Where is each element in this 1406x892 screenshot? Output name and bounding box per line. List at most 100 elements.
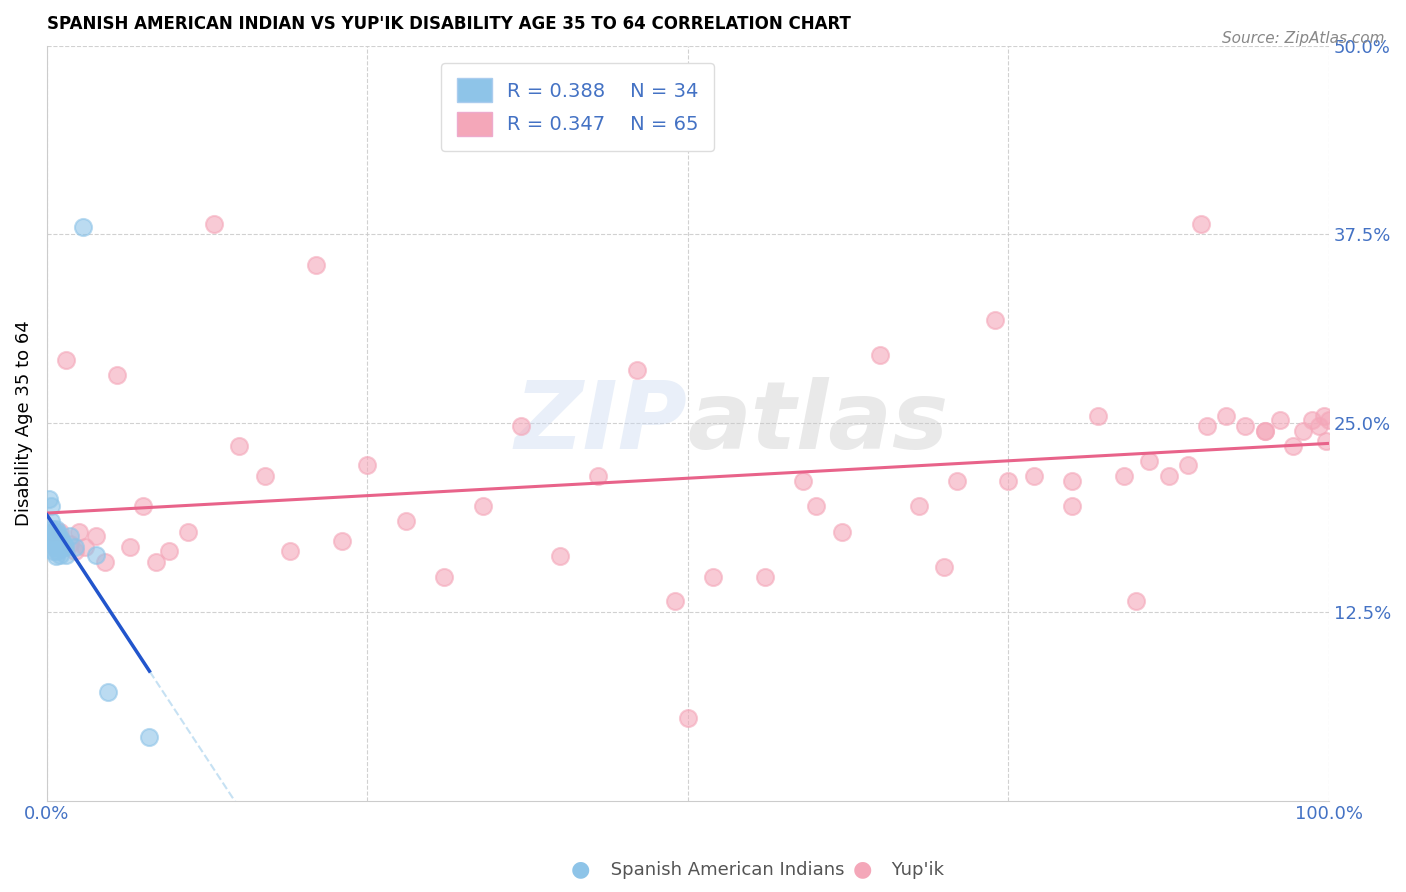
- Point: [157, 544, 180, 558]
- Point: [51, 541, 73, 556]
- Legend: R = 0.388    N = 34, R = 0.347    N = 65: R = 0.388 N = 34, R = 0.347 N = 65: [441, 63, 714, 152]
- Point: [831, 524, 853, 539]
- Text: Spanish American Indians: Spanish American Indians: [605, 861, 844, 879]
- Text: atlas: atlas: [688, 377, 949, 469]
- Point: [433, 570, 456, 584]
- Point: [1112, 469, 1135, 483]
- Point: [676, 710, 699, 724]
- Point: [42, 544, 65, 558]
- Point: [48, 540, 70, 554]
- Point: [202, 217, 225, 231]
- Point: [804, 499, 827, 513]
- Point: [1157, 469, 1180, 483]
- Point: [1137, 454, 1160, 468]
- Point: [1215, 409, 1237, 423]
- Point: [984, 313, 1007, 327]
- Point: [59, 537, 82, 551]
- Point: [38, 491, 60, 506]
- Point: [46, 529, 69, 543]
- Point: [280, 544, 302, 558]
- Point: [1315, 434, 1337, 449]
- Point: [997, 474, 1019, 488]
- Point: [792, 474, 814, 488]
- Point: [132, 499, 155, 513]
- Point: [45, 522, 67, 536]
- Point: [44, 524, 66, 539]
- Point: [586, 469, 609, 483]
- Point: [754, 570, 776, 584]
- Point: [1189, 217, 1212, 231]
- Point: [44, 540, 66, 554]
- Point: [228, 439, 250, 453]
- Point: [1253, 424, 1275, 438]
- Point: [75, 540, 97, 554]
- Point: [1062, 499, 1084, 513]
- Point: [97, 685, 120, 699]
- Point: [1317, 413, 1340, 427]
- Point: [1301, 413, 1323, 427]
- Point: [52, 537, 75, 551]
- Point: [53, 540, 76, 554]
- Point: [664, 594, 686, 608]
- Point: [145, 555, 167, 569]
- Point: [39, 499, 62, 513]
- Point: [46, 537, 69, 551]
- Point: [1125, 594, 1147, 608]
- Point: [869, 348, 891, 362]
- Point: [48, 533, 70, 548]
- Point: [59, 529, 82, 543]
- Text: SPANISH AMERICAN INDIAN VS YUP'IK DISABILITY AGE 35 TO 64 CORRELATION CHART: SPANISH AMERICAN INDIAN VS YUP'IK DISABI…: [46, 15, 851, 33]
- Point: [45, 537, 67, 551]
- Text: ●: ●: [571, 860, 591, 880]
- Point: [45, 549, 67, 563]
- Point: [44, 533, 66, 547]
- Point: [1268, 413, 1291, 427]
- Point: [93, 555, 115, 569]
- Point: [84, 529, 107, 543]
- Y-axis label: Disability Age 35 to 64: Disability Age 35 to 64: [15, 320, 32, 526]
- Point: [49, 533, 72, 547]
- Point: [84, 548, 107, 562]
- Point: [177, 524, 200, 539]
- Point: [46, 544, 69, 558]
- Point: [1282, 439, 1305, 453]
- Point: [907, 499, 929, 513]
- Point: [63, 540, 86, 554]
- Point: [42, 524, 65, 539]
- Text: ●: ●: [852, 860, 872, 880]
- Point: [67, 524, 90, 539]
- Point: [548, 549, 571, 563]
- Point: [1234, 419, 1257, 434]
- Point: [330, 533, 353, 548]
- Point: [55, 548, 77, 562]
- Point: [55, 352, 77, 367]
- Point: [41, 529, 63, 543]
- Point: [934, 559, 956, 574]
- Point: [48, 540, 70, 554]
- Point: [105, 368, 128, 382]
- Point: [1087, 409, 1109, 423]
- Point: [471, 499, 494, 513]
- Point: [1312, 409, 1334, 423]
- Point: [946, 474, 969, 488]
- Point: [48, 526, 70, 541]
- Text: ZIP: ZIP: [515, 377, 688, 469]
- Point: [120, 540, 142, 554]
- Point: [42, 533, 65, 548]
- Point: [138, 730, 160, 744]
- Point: [1062, 474, 1084, 488]
- Text: Source: ZipAtlas.com: Source: ZipAtlas.com: [1222, 31, 1385, 46]
- Point: [39, 514, 62, 528]
- Point: [395, 514, 418, 528]
- Point: [356, 458, 378, 473]
- Point: [1177, 458, 1199, 473]
- Point: [702, 570, 724, 584]
- Point: [1253, 424, 1275, 438]
- Point: [626, 363, 648, 377]
- Point: [63, 544, 86, 558]
- Point: [48, 524, 70, 539]
- Point: [1308, 419, 1330, 434]
- Point: [1292, 424, 1315, 438]
- Point: [45, 529, 67, 543]
- Point: [1195, 419, 1218, 434]
